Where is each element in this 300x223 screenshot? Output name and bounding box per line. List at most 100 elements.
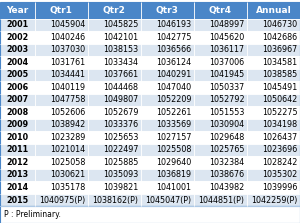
Bar xyxy=(141,43,194,56)
Text: 1041001: 1041001 xyxy=(156,183,191,192)
Text: 1023696: 1023696 xyxy=(262,145,298,155)
Bar xyxy=(0,2,34,19)
Text: 1040975(P): 1040975(P) xyxy=(39,196,85,204)
Text: 1036124: 1036124 xyxy=(156,58,191,67)
Bar xyxy=(194,194,247,206)
Bar xyxy=(141,131,194,144)
Bar xyxy=(88,119,141,131)
Text: 1046193: 1046193 xyxy=(156,20,191,29)
Text: Annual: Annual xyxy=(256,6,291,15)
Bar xyxy=(0,206,300,223)
Bar xyxy=(34,94,88,106)
Bar xyxy=(88,169,141,181)
Bar xyxy=(88,19,141,31)
Bar xyxy=(194,144,247,156)
Text: 1050642: 1050642 xyxy=(262,95,298,104)
Bar xyxy=(194,19,247,31)
Bar xyxy=(0,94,34,106)
Bar xyxy=(0,56,34,69)
Bar xyxy=(194,156,247,169)
Text: Qtr4: Qtr4 xyxy=(209,6,232,15)
Text: 1041945: 1041945 xyxy=(209,70,244,79)
Bar xyxy=(247,194,300,206)
Bar xyxy=(194,181,247,194)
Text: 1038676: 1038676 xyxy=(209,170,244,180)
Bar xyxy=(194,56,247,69)
Text: 1025058: 1025058 xyxy=(50,158,85,167)
Text: 1035093: 1035093 xyxy=(103,170,138,180)
Bar xyxy=(88,156,141,169)
Text: 1047040: 1047040 xyxy=(156,83,191,92)
Bar xyxy=(141,194,194,206)
Text: 1034198: 1034198 xyxy=(262,120,298,129)
Text: 1042775: 1042775 xyxy=(156,33,191,42)
Bar xyxy=(34,19,88,31)
Bar xyxy=(141,156,194,169)
Text: 1050337: 1050337 xyxy=(209,83,244,92)
Bar xyxy=(34,69,88,81)
Text: 2002: 2002 xyxy=(6,33,28,42)
Bar xyxy=(194,69,247,81)
Bar xyxy=(88,106,141,119)
Bar xyxy=(0,43,34,56)
Text: Qtr2: Qtr2 xyxy=(103,6,126,15)
Text: Qtr1: Qtr1 xyxy=(50,6,73,15)
Bar xyxy=(88,144,141,156)
Bar xyxy=(194,31,247,43)
Text: 1045047(P): 1045047(P) xyxy=(145,196,191,204)
Bar xyxy=(34,181,88,194)
Bar xyxy=(141,106,194,119)
Bar xyxy=(247,19,300,31)
Bar xyxy=(247,119,300,131)
Text: 1036117: 1036117 xyxy=(209,45,244,54)
Text: 1049807: 1049807 xyxy=(103,95,138,104)
Text: 2009: 2009 xyxy=(6,120,28,129)
Text: 1038585: 1038585 xyxy=(262,70,298,79)
Text: 1025765: 1025765 xyxy=(209,145,244,155)
Bar xyxy=(0,81,34,94)
Text: 1039996: 1039996 xyxy=(262,183,298,192)
Bar xyxy=(34,43,88,56)
Text: 2005: 2005 xyxy=(6,70,28,79)
Text: 1038942: 1038942 xyxy=(50,120,85,129)
Bar xyxy=(34,56,88,69)
Text: 1033376: 1033376 xyxy=(103,120,138,129)
Bar xyxy=(34,169,88,181)
Text: 1030904: 1030904 xyxy=(209,120,244,129)
Text: 1042686: 1042686 xyxy=(262,33,298,42)
Text: 1036819: 1036819 xyxy=(156,170,191,180)
Text: 1040246: 1040246 xyxy=(50,33,85,42)
Text: 1037030: 1037030 xyxy=(50,45,85,54)
Bar xyxy=(141,19,194,31)
Bar xyxy=(141,56,194,69)
Text: 1023289: 1023289 xyxy=(50,133,85,142)
Bar xyxy=(34,119,88,131)
Bar xyxy=(141,94,194,106)
Bar xyxy=(0,144,34,156)
Bar xyxy=(247,144,300,156)
Bar xyxy=(247,106,300,119)
Text: 1032384: 1032384 xyxy=(209,158,244,167)
Bar xyxy=(194,2,247,19)
Text: 2012: 2012 xyxy=(6,158,28,167)
Text: 2011: 2011 xyxy=(6,145,28,155)
Text: 1029648: 1029648 xyxy=(209,133,244,142)
Bar xyxy=(34,194,88,206)
Bar xyxy=(247,43,300,56)
Bar xyxy=(247,131,300,144)
Text: 1036967: 1036967 xyxy=(262,45,298,54)
Text: 1051553: 1051553 xyxy=(209,108,244,117)
Text: 1052209: 1052209 xyxy=(156,95,191,104)
Text: 1037006: 1037006 xyxy=(209,58,244,67)
Text: 1052606: 1052606 xyxy=(50,108,85,117)
Bar xyxy=(88,194,141,206)
Text: 1030621: 1030621 xyxy=(50,170,85,180)
Text: 1031761: 1031761 xyxy=(50,58,85,67)
Bar xyxy=(0,31,34,43)
Text: 1035302: 1035302 xyxy=(262,170,298,180)
Bar xyxy=(0,131,34,144)
Text: 1045904: 1045904 xyxy=(50,20,85,29)
Bar xyxy=(34,106,88,119)
Bar xyxy=(247,31,300,43)
Text: 1046730: 1046730 xyxy=(262,20,298,29)
